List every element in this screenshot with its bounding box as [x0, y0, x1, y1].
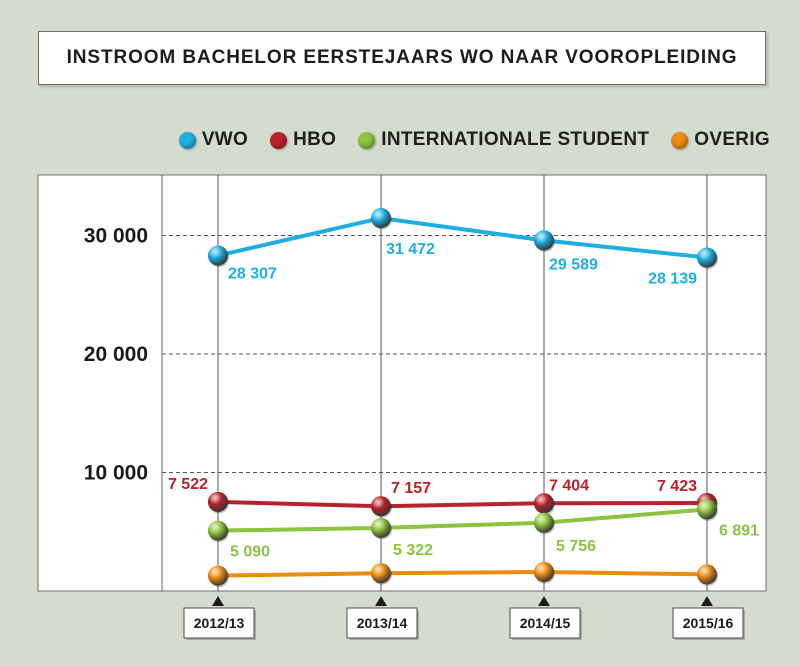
x-label-box [509, 607, 581, 639]
legend-item-hbo: HBO [270, 129, 336, 151]
x-axis-arrow-icon [375, 596, 387, 606]
data-label: 31 472 [386, 241, 435, 258]
data-point-shine [534, 562, 554, 583]
legend-label: INTERNATIONALE STUDENT [381, 129, 650, 150]
data-point-shine [371, 496, 391, 517]
legend-marker-icon [178, 131, 196, 149]
data-label: 5 756 [556, 538, 596, 555]
x-axis-arrow-icon [701, 596, 713, 606]
x-tick-label: 2013/14 [357, 615, 408, 631]
legend-label: HBO [293, 129, 337, 150]
data-point-shine [371, 563, 391, 584]
data-label: 7 404 [549, 477, 589, 494]
data-label: 28 307 [228, 266, 277, 283]
x-tick-label: 2014/15 [520, 615, 571, 631]
data-label: 28 139 [648, 271, 697, 288]
data-label: 6 891 [719, 522, 759, 539]
data-point-shine [371, 517, 391, 538]
legend-label: VWO [201, 129, 249, 150]
series-line [217, 216, 708, 260]
x-axis-arrow-icon [538, 596, 550, 606]
x-axis-arrow-icon [212, 596, 224, 606]
data-point-shine [371, 208, 391, 229]
x-label-box [183, 607, 255, 639]
data-label: 5 090 [230, 544, 270, 561]
legend-marker-icon [671, 131, 689, 149]
y-tick-label: 10 000 [84, 462, 148, 485]
legend-item-overig: OVERIG [671, 129, 770, 151]
legend-item-vwo: VWO [178, 129, 249, 151]
data-point-shine [208, 520, 228, 541]
data-label: 29 589 [549, 256, 598, 273]
x-tick-label: 2012/13 [194, 615, 245, 631]
chart-title: INSTROOM BACHELOR EERSTEJAARS WO NAAR VO… [38, 31, 766, 85]
plot-area [37, 174, 767, 592]
data-label: 5 322 [393, 542, 433, 559]
data-point-shine [697, 247, 717, 268]
x-tick-label: 2015/16 [683, 615, 734, 631]
legend-item-internationale-student: INTERNATIONALE STUDENT [358, 129, 649, 151]
data-point-shine [697, 564, 717, 585]
data-label: 7 423 [657, 478, 697, 495]
data-point-shine [534, 230, 554, 251]
series-line [217, 570, 708, 578]
legend-marker-icon [270, 131, 288, 149]
y-tick-label: 30 000 [84, 225, 148, 248]
x-label-box [346, 607, 418, 639]
data-point-shine [534, 493, 554, 514]
series-line [217, 499, 708, 509]
legend-marker-icon [358, 131, 376, 149]
data-point-shine [697, 499, 717, 520]
legend: VWO HBO INTERNATIONALE STUDENT OVERIG [150, 126, 770, 154]
data-label: 7 157 [391, 480, 431, 497]
data-label: 7 522 [168, 476, 208, 493]
data-point-shine [208, 565, 228, 586]
data-point-shine [208, 491, 228, 512]
data-point-shine [534, 512, 554, 533]
legend-label: OVERIG [694, 129, 770, 150]
series-line [217, 507, 708, 533]
y-tick-label: 20 000 [84, 343, 148, 366]
data-point-shine [208, 245, 228, 266]
x-label-box [672, 607, 744, 639]
